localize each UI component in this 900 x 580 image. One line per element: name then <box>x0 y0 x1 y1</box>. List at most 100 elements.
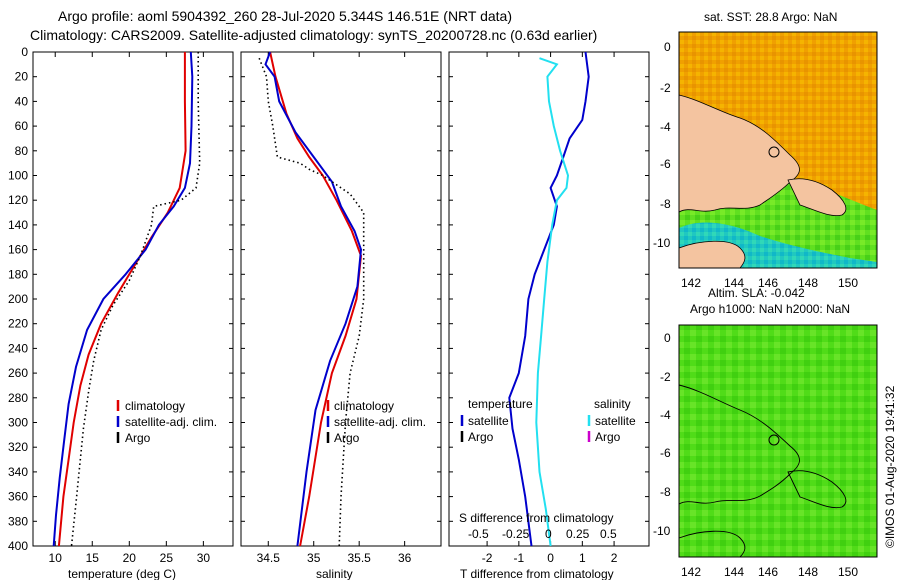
difference-profile-panel: -2 -1 0 1 2 <box>449 51 649 565</box>
sla-y-tick-0: 0 <box>664 331 671 345</box>
x-tick-label: -1 <box>514 551 525 565</box>
sla-map-x-ticks: 142 144 146 148 150 <box>681 565 858 579</box>
sla-y-tick-4: -8 <box>660 485 671 499</box>
sst-map-frame <box>678 31 878 269</box>
depth-tick-label: 340 <box>8 465 28 479</box>
legend-header-temperature: temperature <box>468 397 533 411</box>
sla-y-tick-5: -10 <box>653 524 671 538</box>
series-line-salinity-satellite <box>535 57 570 547</box>
sst-x-tick-4: 150 <box>838 276 858 290</box>
depth-tick-label: 0 <box>21 45 28 59</box>
legend-label-sal-satellite: satellite <box>595 414 636 428</box>
sla-map-title-1: Altim. SLA: -0.042 <box>708 286 805 300</box>
series-line-temperature-satellite <box>508 51 590 547</box>
s-difference-ticks: -0.5 -0.25 0 0.25 0.5 <box>468 527 617 541</box>
sst-peninsula-land <box>787 178 847 217</box>
s-tick-4: 0.25 <box>566 527 590 541</box>
sst-x-tick-1: 144 <box>724 276 744 290</box>
temperature-axis-label: temperature (deg C) <box>68 567 176 580</box>
x-tick-label: 0 <box>547 551 554 565</box>
sla-argo-location <box>768 434 780 446</box>
sst-y-tick-0: 0 <box>664 40 671 54</box>
x-tick-label: -2 <box>482 551 493 565</box>
salinity-panel-frame <box>240 51 442 547</box>
s-tick-3: 0 <box>545 527 552 541</box>
depth-tick-label: 220 <box>8 317 28 331</box>
legend-label-temp-satellite: satellite <box>468 414 509 428</box>
sla-map <box>678 324 878 558</box>
legend-label-sal-argo: Argo <box>595 430 621 444</box>
temperature-panel-frame <box>32 51 234 547</box>
s-tick-2: -0.25 <box>502 527 530 541</box>
legend-label-climatology-sal: climatology <box>334 399 394 413</box>
s-difference-axis-label: S difference from climatology <box>459 511 614 525</box>
depth-tick-label: 160 <box>8 243 28 257</box>
depth-axis-labels: 0 20 40 60 80 100 120 140 160 180 200 220 240 260 280 3… <box>8 45 28 553</box>
series-line-satellite-adj-clim- <box>52 51 194 547</box>
depth-tick-label: 120 <box>8 193 28 207</box>
depth-tick-label: 80 <box>15 144 29 158</box>
sst-australia-land <box>678 240 746 269</box>
x-tick-label: 35.5 <box>348 551 372 565</box>
difference-axis-label: T difference from climatology <box>460 567 614 580</box>
sla-map-frame <box>678 324 878 558</box>
title-line-2: Climatology: CARS2009. Satellite-adjuste… <box>30 27 597 43</box>
sla-x-tick-0: 142 <box>681 565 701 579</box>
sst-y-tick-4: -8 <box>660 197 671 211</box>
difference-legend: temperature salinity satellite Argo sate… <box>460 397 636 444</box>
x-tick-label: 30 <box>197 551 211 565</box>
sla-map-title-2: Argo h1000: NaN h2000: NaN <box>690 302 850 316</box>
s-tick-1: -0.5 <box>468 527 489 541</box>
sla-new-guinea-coast <box>678 384 800 505</box>
x-tick-label: 20 <box>123 551 137 565</box>
sst-map-y-ticks: 0 -2 -4 -6 -8 -10 <box>653 40 671 250</box>
depth-tick-label: 280 <box>8 391 28 405</box>
depth-tick-label: 140 <box>8 218 28 232</box>
depth-tick-label: 100 <box>8 169 28 183</box>
x-tick-label: 15 <box>86 551 100 565</box>
depth-tick-label: 40 <box>15 94 29 108</box>
depth-tick-label: 240 <box>8 341 28 355</box>
legend-label-argo: Argo <box>125 431 151 445</box>
sla-x-tick-3: 148 <box>798 565 818 579</box>
sst-x-tick-2: 146 <box>758 276 778 290</box>
salinity-legend: climatology satellite-adj. clim. Argo <box>326 399 426 445</box>
sst-argo-location <box>768 146 780 158</box>
depth-tick-label: 380 <box>8 514 28 528</box>
s-tick-5: 0.5 <box>600 527 617 541</box>
sla-y-tick-3: -6 <box>660 446 671 460</box>
series-line-argo <box>70 52 201 547</box>
series-line-argo <box>258 57 365 547</box>
series-line-climatology <box>57 52 187 547</box>
x-tick-label: 1 <box>579 551 586 565</box>
depth-tick-label: 60 <box>15 119 29 133</box>
x-tick-label: 35 <box>307 551 321 565</box>
temperature-legend: climatology satellite-adj. clim. Argo <box>116 399 217 445</box>
legend-label-climatology: climatology <box>125 399 185 413</box>
difference-panel-frame <box>448 51 650 547</box>
depth-tick-label: 260 <box>8 366 28 380</box>
sla-peninsula-coast <box>787 470 847 509</box>
sla-y-tick-1: -2 <box>660 370 671 384</box>
series-line-climatology <box>269 51 363 547</box>
x-tick-label: 25 <box>160 551 174 565</box>
title-line-1: Argo profile: aoml 5904392_260 28-Jul-20… <box>58 8 512 24</box>
depth-tick-label: 20 <box>15 70 29 84</box>
sst-y-tick-1: -2 <box>660 81 671 95</box>
salinity-profile-panel: 34.5 35 35.5 36 <box>241 51 441 565</box>
imos-credit: ©IMOS 01-Aug-2020 19:41:32 <box>883 385 897 548</box>
depth-tick-label: 400 <box>8 539 28 553</box>
sla-x-tick-2: 146 <box>758 565 778 579</box>
depth-tick-label: 200 <box>8 292 28 306</box>
legend-label-satellite-sal: satellite-adj. clim. <box>334 415 426 429</box>
series-line-satellite-adj-clim- <box>264 51 363 547</box>
sla-australia-coast <box>678 530 746 558</box>
legend-header-salinity: salinity <box>594 397 631 411</box>
legend-label-temp-argo: Argo <box>468 430 494 444</box>
sst-y-tick-2: -4 <box>660 120 671 134</box>
sla-map-y-ticks: 0 -2 -4 -6 -8 -10 <box>653 331 671 538</box>
sst-y-tick-5: -10 <box>653 236 671 250</box>
temperature-profile-panel: 10 15 20 25 30 <box>33 51 233 565</box>
sla-x-tick-1: 144 <box>724 565 744 579</box>
